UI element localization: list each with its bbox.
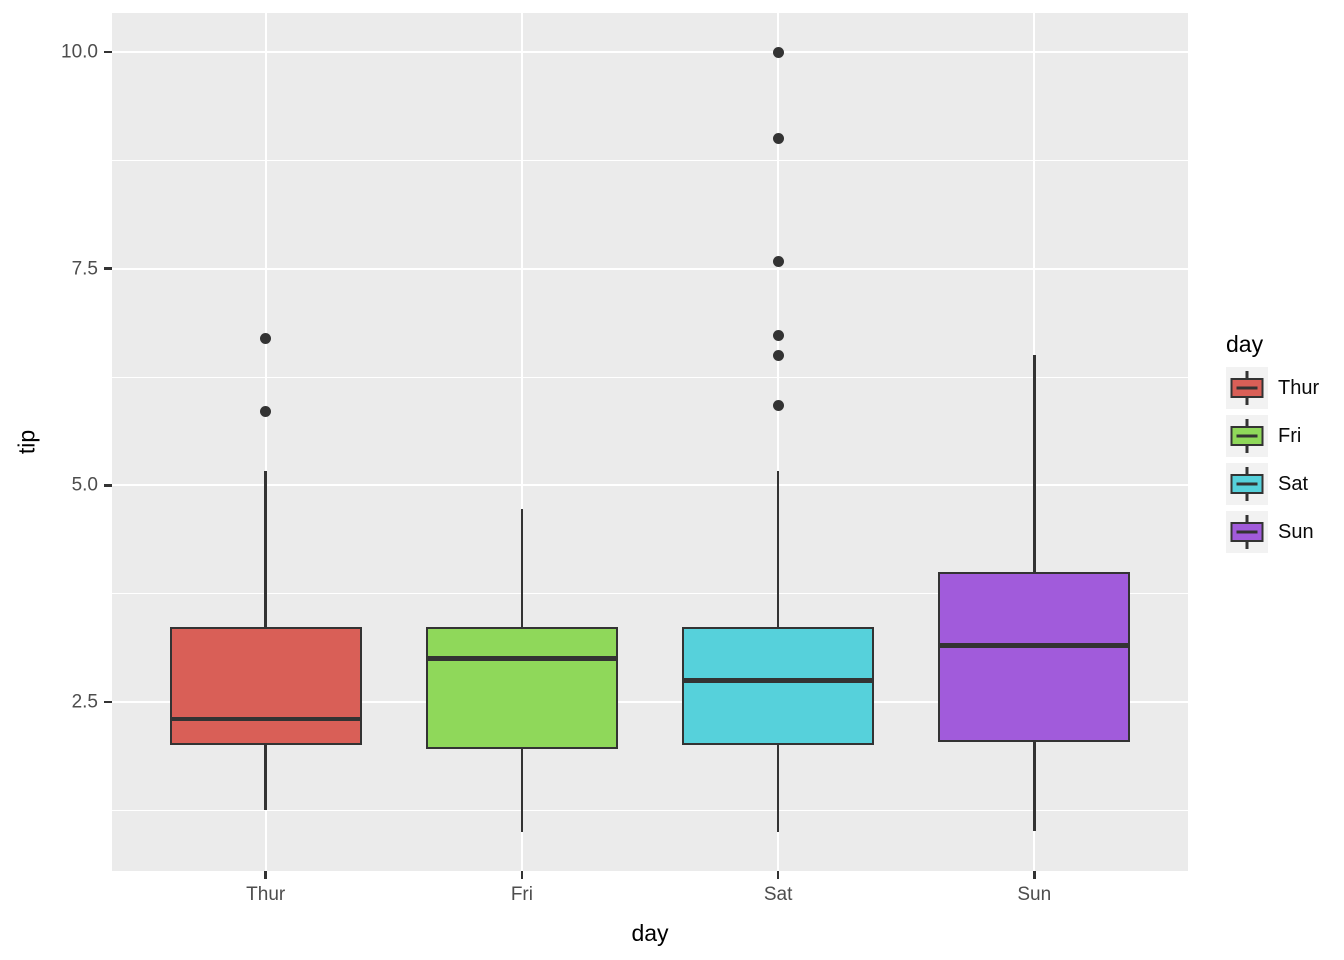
y-tick-mark [104, 50, 112, 54]
boxplot-box-thur [169, 627, 362, 746]
legend-item-label: Sat [1278, 472, 1309, 495]
median-line-fri [425, 656, 618, 661]
key-median-line [1236, 530, 1258, 534]
y-tick-mark [104, 484, 112, 487]
legend-title: day [1226, 331, 1264, 357]
key-box [1230, 474, 1264, 494]
legend-item-label: Thur [1278, 376, 1320, 399]
gridline-minor [112, 593, 1188, 595]
key-box [1230, 378, 1264, 398]
gridline-major-vertical [777, 13, 780, 871]
boxplot-box-sat [682, 626, 875, 746]
legend-item-sat: Sat [1226, 463, 1319, 505]
x-tick-mark [520, 871, 524, 879]
key-median-line [1236, 482, 1258, 486]
gridline-major [112, 267, 1188, 270]
y-tick-mark [104, 700, 112, 704]
x-tick-label: Fri [510, 884, 533, 905]
boxplot-key-icon-fri [1226, 415, 1268, 457]
outlier-dot-sat [772, 329, 784, 341]
outlier-dot-thur [260, 332, 272, 344]
gridline-major-vertical [264, 13, 267, 871]
y-tick-mark [104, 267, 112, 270]
whisker-lower-sat [776, 745, 780, 832]
y-tick-label: 5.0 [71, 474, 98, 496]
legend: day Thur Fri Sat Sun [1226, 331, 1319, 559]
whisker-upper-sun [1033, 355, 1036, 572]
gridline-major [112, 51, 1188, 53]
x-axis-title: day [631, 920, 669, 946]
outlier-dot-sat [772, 400, 784, 412]
legend-item-label: Sun [1278, 520, 1314, 543]
key-box [1230, 522, 1264, 542]
gridline-major [112, 484, 1188, 487]
legend-item-thur: Thur [1226, 367, 1319, 409]
x-tick-mark [1033, 871, 1036, 879]
median-line-thur [169, 716, 362, 722]
boxplot-key-icon-sat [1226, 463, 1268, 505]
whisker-upper-sat [776, 471, 780, 627]
boxplot-key-icon-sun [1226, 511, 1268, 553]
legend-item-label: Fri [1278, 424, 1302, 447]
median-line-sat [682, 678, 875, 683]
whisker-lower-thur [264, 745, 267, 811]
y-tick-label: 7.5 [71, 258, 98, 280]
gridline-major-vertical [520, 13, 523, 871]
key-median-line [1236, 434, 1258, 438]
whisker-upper-fri [520, 508, 524, 628]
whisker-upper-thur [264, 470, 267, 628]
boxplot-box-sun [938, 572, 1131, 742]
legend-item-fri: Fri [1226, 415, 1319, 457]
outlier-dot-sat [772, 349, 784, 361]
boxplot-box-fri [425, 627, 618, 749]
gridline-major [112, 701, 1188, 703]
x-tick-label: Sun [1017, 884, 1052, 905]
outlier-dot-sat [772, 256, 784, 268]
plot-panel [112, 13, 1188, 871]
whisker-lower-fri [520, 748, 524, 832]
x-tick-mark [264, 871, 267, 879]
outlier-dot-sat [772, 133, 784, 145]
y-tick-label: 10.0 [61, 41, 98, 63]
x-tick-mark [776, 871, 780, 879]
legend-item-sun: Sun [1226, 511, 1319, 553]
x-tick-label: Thur [246, 884, 286, 905]
outlier-dot-sat [772, 46, 784, 58]
gridline-minor [112, 809, 1188, 811]
median-line-sun [938, 643, 1131, 648]
boxplot-key-icon-thur [1226, 367, 1268, 409]
gridline-minor [112, 376, 1188, 378]
whisker-lower-sun [1033, 741, 1036, 832]
outlier-dot-thur [260, 406, 272, 418]
y-axis-title: tip [13, 429, 40, 455]
y-tick-label: 2.5 [71, 691, 98, 713]
key-box [1230, 426, 1264, 446]
x-tick-label: Sat [763, 884, 793, 905]
key-median-line [1236, 386, 1258, 390]
gridline-minor [112, 159, 1188, 161]
